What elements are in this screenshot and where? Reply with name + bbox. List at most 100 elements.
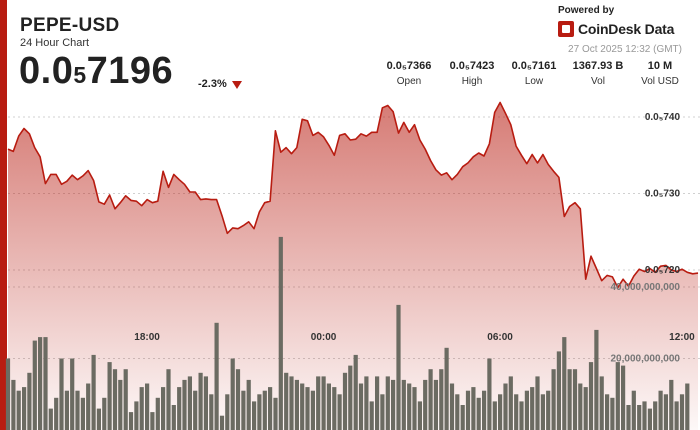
stat-vol-usd: 10 M Vol USD [641, 60, 679, 87]
volume-bar [455, 394, 460, 430]
stat-value: 10 M [647, 60, 673, 72]
volume-bar [353, 354, 358, 430]
stat-label: High [461, 76, 483, 87]
symbol-title: PEPE-USD [20, 15, 120, 36]
volume-bar [257, 394, 262, 430]
volume-bar [407, 383, 412, 430]
price-change: -2.3% [198, 78, 227, 90]
volume-bar [423, 379, 428, 430]
volume-bar [209, 394, 214, 430]
volume-bar [219, 415, 225, 430]
volume-bar [139, 387, 144, 430]
stat-label: Vol [591, 76, 605, 87]
volume-bar [369, 401, 374, 430]
stat-value: 0.0₅7423 [449, 60, 495, 72]
volume-bar [59, 358, 64, 430]
stat-label: Low [524, 76, 544, 87]
volume-bar [637, 405, 642, 430]
volume-bar [647, 408, 652, 430]
volume-bar [187, 376, 192, 430]
volume-bar [599, 376, 604, 430]
time-tick-label: 12:00 [669, 332, 695, 343]
volume-bar [22, 387, 27, 430]
stat-value: 0.0₅7161 [511, 60, 557, 72]
volume-bar [546, 390, 551, 430]
price-area [8, 102, 698, 430]
volume-bar [145, 383, 150, 430]
volume-bar [631, 390, 636, 430]
price-tick-label: 0.0₅730 [645, 189, 681, 200]
volume-bar [412, 387, 417, 430]
time-tick-label: 00:00 [311, 332, 337, 343]
volume-bar [332, 387, 337, 430]
stat-low: 0.0₅7161 Low [512, 60, 557, 87]
volume-bar [449, 383, 455, 430]
volume-bar [674, 401, 679, 430]
volume-bar [653, 401, 658, 430]
volume-bar [11, 379, 16, 430]
volume-bar [358, 383, 364, 430]
volume-bar [572, 369, 578, 430]
volume-bar [241, 390, 246, 430]
volume-bar [300, 383, 305, 430]
volume-bar [567, 369, 572, 430]
volume-bar [375, 376, 380, 430]
volume-bar [321, 376, 326, 430]
volume-bar [128, 412, 134, 430]
volume-bar [465, 390, 471, 430]
volume-bar [396, 304, 401, 430]
volume-bar [214, 322, 219, 430]
volume-bar [54, 397, 59, 430]
volume-bar [663, 394, 668, 430]
volume-bar [166, 369, 171, 430]
volume-bar [610, 397, 615, 430]
volume-bar [155, 397, 160, 430]
volume-bar [134, 401, 139, 430]
volume-bar [230, 358, 235, 430]
volume-bar [284, 372, 289, 430]
volume-bar [70, 358, 75, 430]
volume-bar [96, 408, 101, 430]
volume-bar [150, 412, 155, 430]
volume-bar [658, 390, 663, 430]
current-price: 0.057196 [19, 50, 173, 93]
volume-bar [487, 358, 492, 430]
price-tick-label: 0.0₅740 [645, 112, 681, 123]
volume-bar [594, 329, 599, 430]
volume-bar [246, 379, 251, 430]
stat-value: 1367.93 B [572, 60, 624, 72]
volume-bar [615, 362, 620, 430]
volume-bar [476, 397, 481, 430]
volume-bar [27, 372, 32, 430]
volume-bar [278, 236, 283, 430]
volume-bar [460, 405, 465, 430]
volume-bar [588, 362, 594, 430]
volume-bar [177, 387, 182, 430]
chart-subtitle: 24 Hour Chart [20, 37, 90, 49]
volume-bar [498, 394, 503, 430]
volume-bar [203, 376, 208, 430]
volume-bar [492, 401, 497, 430]
volume-bar [75, 390, 80, 430]
stat-open: 0.0₅7366 Open [387, 60, 432, 87]
volume-bar [444, 347, 449, 430]
volume-tick-label: 40,000,000,000 [610, 282, 680, 293]
volume-bar [48, 408, 53, 430]
volume-bars [5, 236, 690, 430]
volume-bar [551, 369, 556, 430]
volume-bar [171, 405, 176, 430]
price-subscript: 5 [73, 62, 87, 88]
volume-bar [32, 340, 37, 430]
volume-bar [225, 394, 230, 430]
volume-bar [326, 383, 331, 430]
volume-bar [193, 390, 198, 430]
volume-bar [514, 394, 519, 430]
volume-bar [337, 394, 342, 430]
time-tick-label: 06:00 [487, 332, 513, 343]
volume-bar [433, 379, 438, 430]
volume-bar [401, 379, 406, 430]
volume-bar [252, 401, 257, 430]
volume-bar [161, 387, 166, 430]
volume-bar [235, 369, 241, 430]
